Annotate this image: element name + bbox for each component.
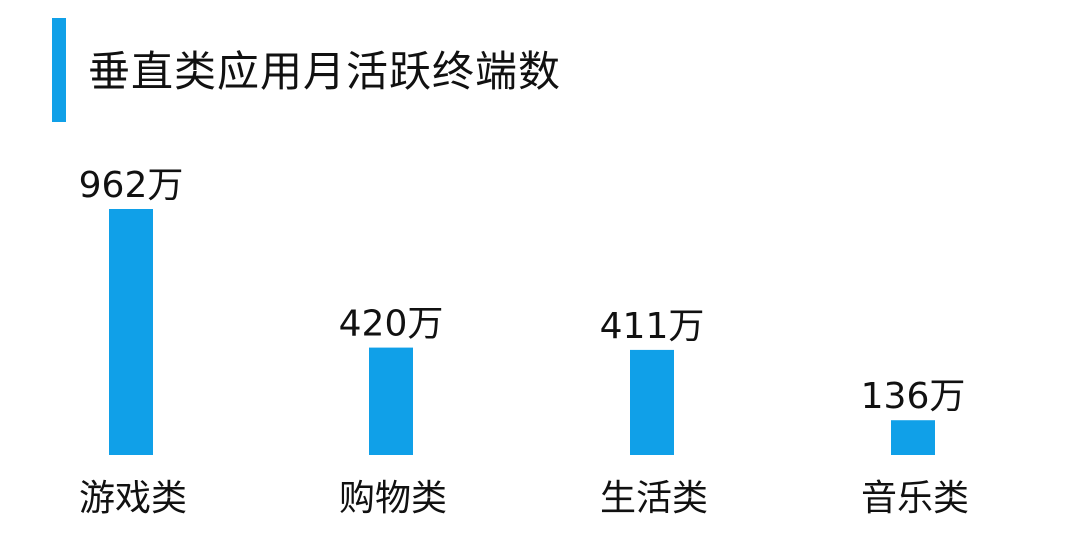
category-label: 游戏类 <box>79 478 187 519</box>
bar-3 <box>891 420 935 455</box>
data-label: 962万 <box>79 165 184 206</box>
data-label: 420万 <box>339 304 444 345</box>
bar-0 <box>109 209 153 455</box>
bar-2 <box>630 349 674 455</box>
data-label: 136万 <box>861 376 966 417</box>
category-label: 生活类 <box>600 478 708 519</box>
chart-title: 垂直类应用月活跃终端数 <box>88 47 562 96</box>
bar-1 <box>369 347 413 455</box>
title-accent-bar <box>52 18 66 122</box>
data-label: 411万 <box>600 306 705 347</box>
category-label: 购物类 <box>339 478 447 519</box>
category-label: 音乐类 <box>861 478 969 519</box>
